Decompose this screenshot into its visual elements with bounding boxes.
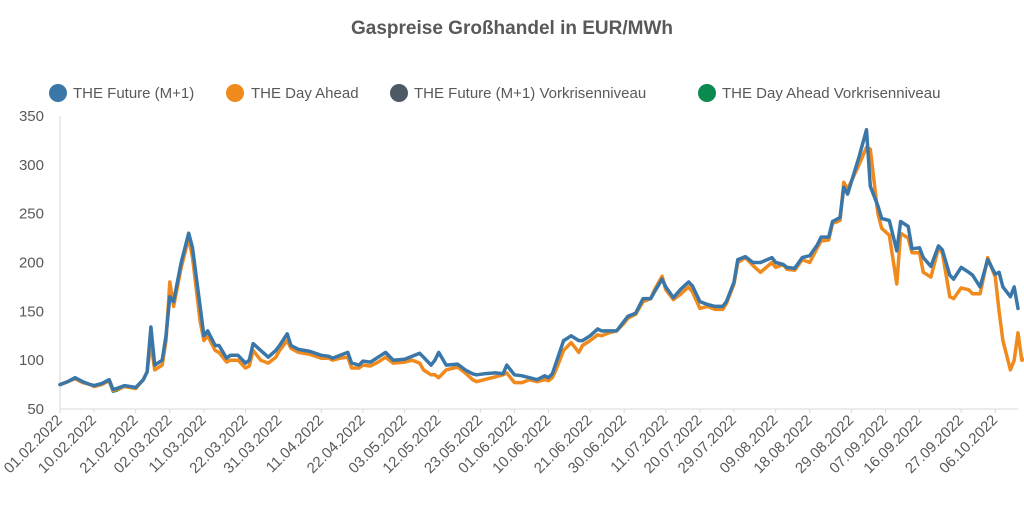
series-line-0 bbox=[58, 127, 1020, 392]
legend-item-future: THE Future (M+1) bbox=[49, 84, 194, 102]
legend-label-future: THE Future (M+1) bbox=[73, 85, 194, 102]
y-axis-ticks: 50 100 150 200 250 300 350 bbox=[19, 108, 44, 418]
legend-item-day-ahead: THE Day Ahead bbox=[226, 84, 359, 102]
y-tick-label: 100 bbox=[19, 352, 44, 369]
legend-label-day-ahead: THE Day Ahead bbox=[251, 85, 359, 102]
chart-legend: THE Future (M+1) THE Day Ahead THE Futur… bbox=[49, 84, 940, 102]
x-axis-ticks: 01.02.202210.02.202221.02.202202.03.2022… bbox=[1, 409, 1001, 477]
series-lines bbox=[58, 127, 1024, 393]
series-line-1 bbox=[58, 145, 1024, 393]
legend-label-future-vorkrise: THE Future (M+1) Vorkrisenniveau bbox=[414, 85, 646, 102]
y-tick-label: 200 bbox=[19, 255, 44, 272]
y-tick-label: 50 bbox=[27, 401, 44, 418]
chart-title: Gaspreise Großhandel in EUR/MWh bbox=[351, 18, 673, 39]
legend-marker-future-vorkrise bbox=[390, 84, 408, 102]
legend-item-future-vorkrise: THE Future (M+1) Vorkrisenniveau bbox=[390, 84, 646, 102]
legend-marker-day-ahead-vorkrise bbox=[698, 84, 716, 102]
legend-marker-day-ahead bbox=[226, 84, 244, 102]
y-tick-label: 250 bbox=[19, 206, 44, 223]
legend-item-day-ahead-vorkrise: THE Day Ahead Vorkrisenniveau bbox=[698, 84, 940, 102]
y-tick-label: 300 bbox=[19, 157, 44, 174]
legend-label-day-ahead-vorkrise: THE Day Ahead Vorkrisenniveau bbox=[722, 85, 940, 102]
legend-marker-future bbox=[49, 84, 67, 102]
y-tick-label: 150 bbox=[19, 303, 44, 320]
y-tick-label: 350 bbox=[19, 108, 44, 125]
